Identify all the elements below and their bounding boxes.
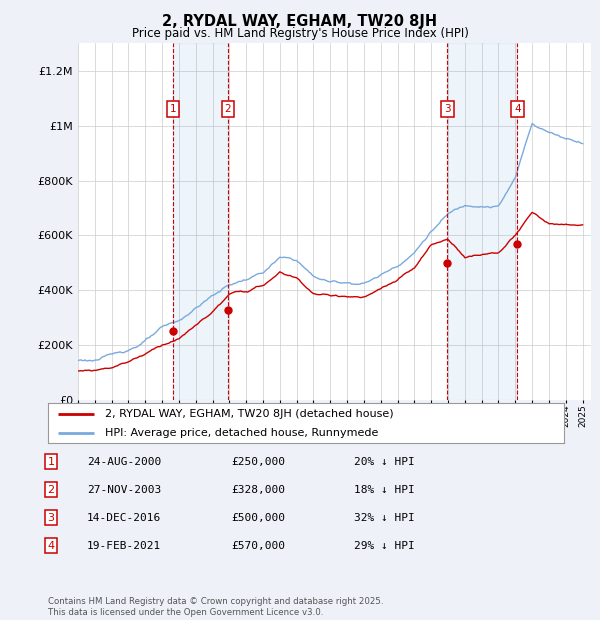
Text: 18% ↓ HPI: 18% ↓ HPI [354, 485, 415, 495]
Text: 14-DEC-2016: 14-DEC-2016 [87, 513, 161, 523]
Text: £500,000: £500,000 [231, 513, 285, 523]
Text: 2: 2 [47, 485, 55, 495]
Text: 24-AUG-2000: 24-AUG-2000 [87, 457, 161, 467]
Text: 32% ↓ HPI: 32% ↓ HPI [354, 513, 415, 523]
Text: 1: 1 [47, 457, 55, 467]
Text: 19-FEB-2021: 19-FEB-2021 [87, 541, 161, 551]
Text: 3: 3 [444, 104, 451, 114]
Text: 1: 1 [170, 104, 176, 114]
Text: 2: 2 [225, 104, 232, 114]
Bar [173, 43, 228, 400]
Text: 27-NOV-2003: 27-NOV-2003 [87, 485, 161, 495]
Text: £250,000: £250,000 [231, 457, 285, 467]
Text: 20% ↓ HPI: 20% ↓ HPI [354, 457, 415, 467]
Bar [448, 43, 517, 400]
Text: £328,000: £328,000 [231, 485, 285, 495]
Text: HPI: Average price, detached house, Runnymede: HPI: Average price, detached house, Runn… [105, 428, 378, 438]
Text: 3: 3 [47, 513, 55, 523]
Text: 2, RYDAL WAY, EGHAM, TW20 8JH (detached house): 2, RYDAL WAY, EGHAM, TW20 8JH (detached … [105, 409, 394, 419]
Text: 2, RYDAL WAY, EGHAM, TW20 8JH: 2, RYDAL WAY, EGHAM, TW20 8JH [163, 14, 437, 29]
Text: £570,000: £570,000 [231, 541, 285, 551]
Text: 4: 4 [47, 541, 55, 551]
Text: Contains HM Land Registry data © Crown copyright and database right 2025.
This d: Contains HM Land Registry data © Crown c… [48, 598, 383, 617]
Text: 4: 4 [514, 104, 521, 114]
Text: Price paid vs. HM Land Registry's House Price Index (HPI): Price paid vs. HM Land Registry's House … [131, 27, 469, 40]
Text: 29% ↓ HPI: 29% ↓ HPI [354, 541, 415, 551]
